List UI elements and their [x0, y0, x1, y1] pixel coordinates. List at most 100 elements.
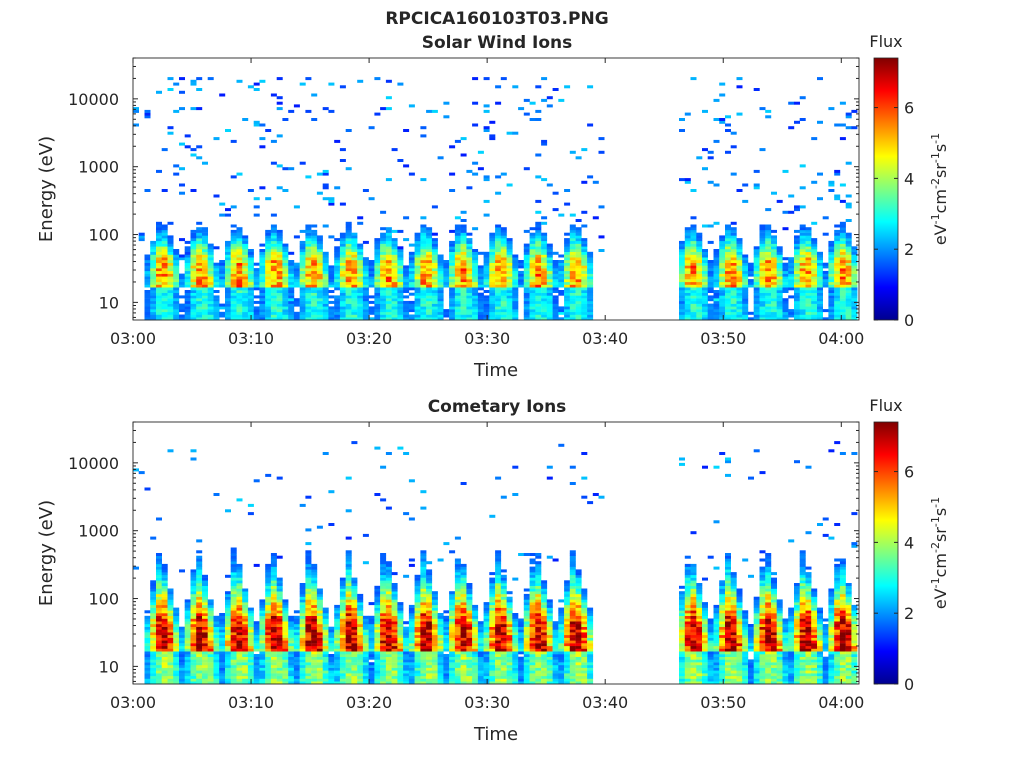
heatmap-cell [483, 273, 490, 277]
heatmap-cell [299, 588, 306, 592]
heatmap-cell [270, 596, 277, 600]
heatmap-cell [765, 251, 772, 255]
heatmap-cell [759, 309, 766, 313]
heatmap-cell [575, 287, 582, 291]
heatmap-cell [558, 317, 565, 321]
heatmap-cell [316, 681, 323, 685]
heatmap-cell [190, 298, 197, 302]
heatmap-cell [202, 246, 208, 250]
heatmap-cell [679, 254, 685, 258]
heatmap-cell [558, 260, 565, 263]
heatmap-cell [845, 281, 852, 285]
heatmap-cell [202, 243, 208, 247]
heatmap-cell [845, 243, 852, 247]
heatmap-cell [242, 659, 249, 663]
heatmap-cell [179, 659, 185, 663]
heatmap-cells [133, 77, 858, 321]
heatmap-cell [391, 311, 398, 315]
heatmap-cell [288, 303, 295, 307]
heatmap-cell [161, 243, 168, 247]
heatmap-cell [293, 265, 300, 269]
heatmap-cell [414, 260, 421, 263]
heatmap-cell [805, 246, 812, 250]
heatmap-cell [322, 276, 329, 280]
heatmap-cell [345, 235, 352, 239]
heatmap-cell [742, 260, 749, 263]
heatmap-cell [374, 673, 381, 677]
heatmap-cell [247, 607, 254, 611]
heatmap-cell [196, 643, 203, 647]
heatmap-cell [357, 276, 364, 280]
heatmap-cell [414, 257, 421, 261]
heatmap-cell [259, 604, 266, 608]
heatmap-cell [334, 273, 341, 277]
heatmap-cell [225, 314, 231, 318]
heatmap-cell [213, 284, 220, 288]
heatmap-cell [247, 637, 254, 641]
heatmap-cell [339, 585, 346, 589]
heatmap-cell [546, 251, 553, 255]
heatmap-cell [443, 268, 450, 272]
heatmap-cell [270, 588, 277, 592]
heatmap-cell [351, 298, 358, 302]
heatmap-cell [270, 93, 277, 97]
heatmap-cell [535, 300, 542, 304]
heatmap-cell [730, 309, 737, 313]
heatmap-cell [236, 268, 243, 272]
heatmap-cell [351, 249, 358, 252]
heatmap-cell [282, 260, 289, 263]
heatmap-cell [782, 300, 789, 304]
heatmap-cell [397, 311, 404, 315]
heatmap-cell [265, 473, 272, 477]
heatmap-cell [150, 662, 157, 666]
heatmap-cell [202, 667, 208, 671]
heatmap-cell [690, 265, 697, 269]
heatmap-cell [265, 667, 272, 671]
heatmap-cell [265, 265, 272, 269]
heatmap-cell [799, 262, 806, 266]
heatmap-cell [311, 678, 318, 682]
heatmap-cell [351, 279, 358, 283]
heatmap-cell [845, 115, 852, 119]
heatmap-cell [380, 232, 387, 236]
heatmap-cell [144, 626, 151, 630]
heatmap-cell [690, 309, 697, 313]
heatmap-cell [420, 276, 427, 280]
heatmap-cell [707, 284, 714, 288]
heatmap-cell [495, 287, 502, 291]
heatmap-cell [362, 637, 369, 641]
heatmap-cell [305, 268, 312, 272]
heatmap-cell [500, 246, 507, 250]
heatmap-cell [311, 629, 318, 633]
heatmap-cell [259, 309, 266, 313]
heatmap-cell [466, 254, 473, 258]
heatmap-cell [299, 610, 306, 614]
heatmap-cell [834, 172, 841, 176]
x-tick-label: 03:40 [582, 329, 628, 348]
heatmap-cell [322, 251, 329, 255]
heatmap-cell [322, 257, 329, 261]
heatmap-cell [569, 303, 576, 307]
heatmap-cell [495, 257, 502, 261]
heatmap-cell [173, 164, 180, 168]
heatmap-cell [523, 98, 530, 102]
heatmap-cell [569, 262, 576, 266]
heatmap-cell [311, 118, 318, 121]
heatmap-cell [207, 624, 214, 627]
heatmap-cell [725, 284, 731, 288]
heatmap-cell [213, 640, 220, 644]
heatmap-cell [236, 602, 243, 606]
heatmap-cell [506, 268, 513, 272]
heatmap-cell [713, 311, 720, 315]
heatmap-cell [202, 626, 208, 630]
heatmap-cell [334, 681, 341, 685]
heatmap-cell [771, 317, 777, 321]
heatmap-cell [839, 101, 846, 105]
heatmap-cell [828, 107, 835, 111]
heatmap-cell [834, 284, 841, 288]
heatmap-cell [190, 593, 197, 597]
heatmap-cell [742, 314, 749, 318]
heatmap-cell [368, 300, 375, 304]
heatmap-cell [730, 298, 737, 302]
heatmap-cell [690, 279, 697, 283]
